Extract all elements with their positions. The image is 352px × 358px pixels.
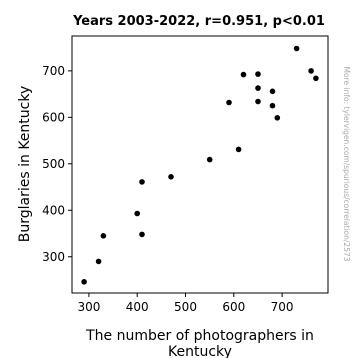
x-tick-label: 300 bbox=[77, 300, 100, 314]
data-point-17 bbox=[293, 45, 300, 52]
chart-title: Years 2003-2022, r=0.951, p<0.01 bbox=[72, 14, 325, 29]
y-tick-label: 400 bbox=[42, 203, 65, 217]
data-point-9 bbox=[235, 146, 242, 153]
data-point-11 bbox=[255, 71, 261, 77]
data-point-4 bbox=[139, 231, 145, 238]
data-point-18 bbox=[308, 68, 314, 74]
data-points bbox=[81, 45, 319, 285]
data-point-14 bbox=[269, 88, 276, 95]
x-tick-label: 400 bbox=[126, 300, 149, 314]
data-point-6 bbox=[168, 174, 174, 180]
data-point-10 bbox=[240, 71, 247, 78]
x-axis-ticks: 300 400 500 600 700 bbox=[77, 293, 294, 314]
data-point-15 bbox=[269, 102, 276, 109]
x-tick-label: 700 bbox=[271, 300, 294, 314]
data-point-5 bbox=[139, 179, 145, 185]
x-tick-label: 500 bbox=[174, 300, 197, 314]
y-axis-label: Burglaries in Kentucky bbox=[17, 86, 33, 242]
x-tick-label: 600 bbox=[222, 300, 245, 314]
data-point-13 bbox=[255, 98, 261, 105]
x-axis-label-line-1: The number of photographers in bbox=[85, 328, 314, 344]
y-tick-label: 700 bbox=[42, 64, 65, 78]
y-tick-label: 300 bbox=[42, 250, 65, 264]
x-axis-label-line-2: Kentucky bbox=[168, 344, 232, 358]
y-axis-ticks: 300 400 500 600 700 bbox=[42, 64, 72, 264]
data-point-1 bbox=[95, 258, 102, 265]
data-point-3 bbox=[134, 210, 140, 217]
data-point-16 bbox=[274, 115, 281, 121]
y-tick-label: 600 bbox=[42, 110, 65, 124]
watermark-text: More info: tylervigen.com/spurious/corre… bbox=[342, 67, 351, 262]
data-point-7 bbox=[206, 156, 213, 163]
data-point-12 bbox=[255, 85, 261, 91]
y-tick-label: 500 bbox=[42, 157, 65, 171]
plot-area-frame bbox=[71, 35, 329, 294]
data-point-8 bbox=[226, 99, 232, 106]
data-point-19 bbox=[313, 75, 319, 82]
data-point-0 bbox=[81, 279, 87, 285]
data-point-2 bbox=[100, 233, 107, 239]
